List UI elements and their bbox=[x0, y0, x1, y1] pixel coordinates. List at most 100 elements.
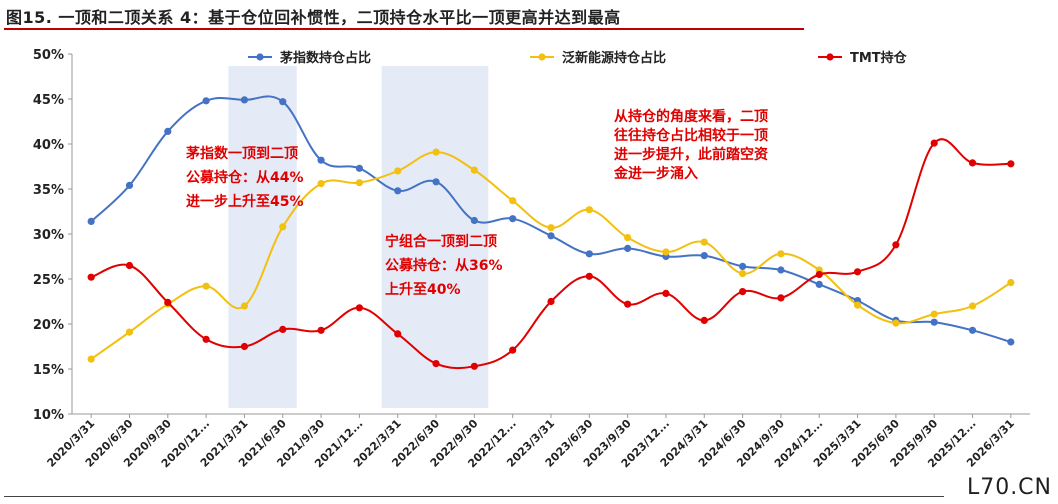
data-point bbox=[240, 342, 249, 351]
data-point bbox=[777, 250, 785, 258]
data-point bbox=[432, 360, 440, 368]
data-point bbox=[317, 156, 325, 164]
series-2 bbox=[87, 148, 1015, 363]
data-point bbox=[87, 217, 95, 225]
annotation-line: 公募持仓：从44% bbox=[186, 169, 304, 186]
data-point bbox=[815, 270, 823, 279]
data-point bbox=[509, 215, 517, 223]
data-point bbox=[394, 187, 402, 195]
data-point bbox=[1007, 160, 1015, 168]
annotations: 茅指数一顶到二顶公募持仓：从44% 进一步上升至45% 宁组合一顶到二顶公募持仓：从… bbox=[186, 108, 768, 298]
series-1 bbox=[87, 95, 1015, 346]
data-point bbox=[355, 164, 363, 172]
data-point bbox=[624, 300, 632, 308]
data-point bbox=[470, 216, 478, 225]
bottom-rule bbox=[4, 496, 944, 497]
data-point bbox=[662, 289, 670, 297]
data-point bbox=[202, 97, 210, 105]
y-tick-label: 35% bbox=[33, 183, 64, 198]
legend: 茅指数持仓占比 泛新能源持仓占比 TMT持仓 bbox=[248, 50, 908, 66]
data-point bbox=[968, 302, 977, 310]
data-point bbox=[892, 319, 900, 327]
y-tick-label: 10% bbox=[33, 408, 64, 423]
data-point bbox=[585, 272, 593, 280]
y-tick-label: 25% bbox=[33, 273, 64, 288]
data-point bbox=[240, 96, 249, 104]
series bbox=[87, 95, 1015, 370]
data-point bbox=[87, 355, 95, 363]
title-bar: 图15. 一顶和二顶关系 4：基于仓位回补惯性，二顶持仓水平比一顶更高并达到最高 bbox=[0, 0, 1058, 30]
data-point bbox=[87, 273, 95, 281]
annotation-line: 公募持仓：从36% bbox=[385, 257, 503, 274]
annotation-line: 进一步提升，此前踏空资 bbox=[614, 146, 768, 163]
annotation-3: 从持仓的角度来看，二顶往往持仓占比相较于一顶进一步提升，此前踏空资金进一步涌入 bbox=[613, 108, 768, 182]
y-tick-label: 45% bbox=[33, 93, 64, 108]
data-point bbox=[739, 262, 747, 270]
annotation-line: 上升至40% bbox=[385, 281, 461, 298]
data-point bbox=[930, 139, 938, 147]
data-point bbox=[624, 234, 632, 242]
data-point bbox=[624, 244, 632, 252]
data-point bbox=[317, 326, 325, 334]
chart-title: 图15. 一顶和二顶关系 4：基于仓位回补惯性，二顶持仓水平比一顶更高并达到最高 bbox=[6, 8, 621, 27]
y-tick-label: 20% bbox=[33, 318, 64, 333]
y-tick-label: 40% bbox=[33, 138, 64, 153]
data-point bbox=[547, 224, 555, 232]
data-point bbox=[509, 346, 517, 354]
data-point bbox=[279, 325, 287, 333]
shaded-period-2 bbox=[381, 66, 489, 408]
data-point bbox=[125, 261, 134, 270]
title-underline bbox=[4, 28, 804, 30]
legend-swatch-marker bbox=[256, 53, 264, 61]
annotation-line: 进一步上升至45% bbox=[186, 193, 304, 210]
y-tick-label: 50% bbox=[33, 48, 64, 63]
data-point bbox=[662, 248, 670, 256]
data-point bbox=[739, 270, 747, 278]
annotation-line: 从持仓的角度来看，二顶 bbox=[614, 108, 768, 125]
shaded-periods bbox=[228, 66, 489, 408]
data-point bbox=[164, 127, 172, 135]
data-point bbox=[125, 181, 134, 189]
data-point bbox=[930, 318, 938, 326]
data-point bbox=[700, 252, 708, 260]
data-point bbox=[853, 268, 862, 276]
y-tick-label: 30% bbox=[33, 228, 64, 243]
data-point bbox=[739, 288, 747, 296]
annotation-line: 宁组合一顶到二顶 bbox=[385, 233, 497, 250]
data-point bbox=[815, 280, 823, 288]
legend-swatch-marker bbox=[826, 53, 834, 61]
annotation-line: 金进一步涌入 bbox=[613, 165, 698, 182]
annotation-line: 茅指数一顶到二顶 bbox=[186, 145, 298, 162]
watermark: L70.CN bbox=[966, 475, 1052, 500]
annotation-line: 往往持仓占比相较于一顶 bbox=[614, 127, 768, 144]
data-point bbox=[968, 326, 977, 334]
data-point bbox=[585, 250, 593, 258]
data-point bbox=[432, 178, 440, 186]
data-point bbox=[164, 298, 172, 306]
data-point bbox=[968, 159, 977, 167]
data-point bbox=[355, 304, 363, 312]
data-point bbox=[279, 223, 287, 231]
data-point bbox=[700, 238, 708, 246]
y-tick-label: 15% bbox=[33, 363, 64, 378]
data-point bbox=[355, 179, 363, 187]
data-point bbox=[547, 297, 555, 306]
data-point bbox=[279, 98, 287, 106]
legend-label: 茅指数持仓占比 bbox=[280, 50, 371, 66]
data-point bbox=[470, 166, 478, 174]
data-point bbox=[125, 328, 134, 336]
data-point bbox=[202, 282, 210, 290]
data-point bbox=[700, 316, 708, 324]
legend-swatch-marker bbox=[538, 53, 546, 61]
data-point bbox=[777, 266, 785, 274]
data-point bbox=[509, 197, 517, 205]
data-point bbox=[394, 167, 402, 175]
data-point bbox=[317, 180, 325, 188]
data-point bbox=[585, 206, 593, 214]
series-3 bbox=[87, 138, 1015, 370]
shaded-period-1 bbox=[228, 66, 297, 408]
annotation-1: 茅指数一顶到二顶公募持仓：从44% 进一步上升至45% bbox=[186, 145, 304, 210]
data-point bbox=[202, 335, 210, 343]
data-point bbox=[930, 310, 938, 318]
